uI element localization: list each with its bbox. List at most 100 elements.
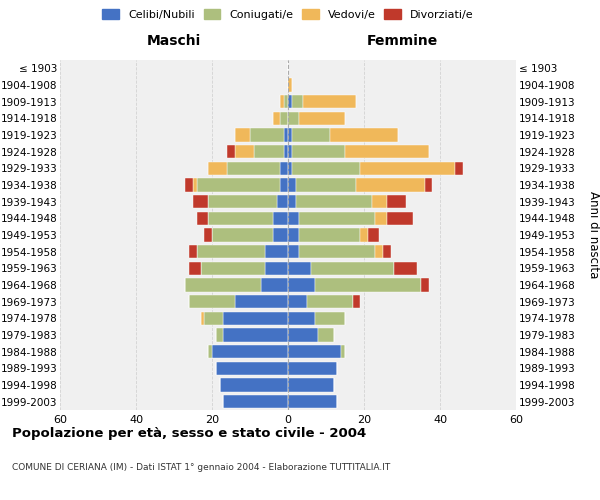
Bar [288, 95, 292, 108]
Bar [288, 212, 299, 225]
Bar [205, 312, 223, 325]
Bar [223, 328, 288, 342]
Bar [235, 128, 250, 141]
Bar [273, 228, 288, 241]
Bar [189, 295, 235, 308]
Bar [319, 328, 334, 342]
Bar [360, 162, 455, 175]
Bar [185, 178, 193, 192]
Bar [288, 378, 334, 392]
Bar [356, 178, 425, 192]
Bar [314, 312, 345, 325]
Bar [265, 262, 288, 275]
Bar [288, 162, 292, 175]
Bar [376, 212, 387, 225]
Bar [376, 245, 383, 258]
Bar [273, 212, 288, 225]
Bar [220, 378, 288, 392]
Bar [292, 128, 330, 141]
Text: Popolazione per età, sesso e stato civile - 2004: Popolazione per età, sesso e stato civil… [12, 428, 366, 440]
Bar [277, 195, 288, 208]
Bar [216, 328, 223, 342]
Bar [296, 195, 371, 208]
Bar [425, 178, 433, 192]
Bar [280, 162, 288, 175]
Text: Maschi: Maschi [147, 34, 201, 48]
Bar [288, 362, 337, 375]
Bar [288, 128, 292, 141]
Bar [296, 178, 356, 192]
Bar [288, 245, 299, 258]
Text: COMUNE DI CERIANA (IM) - Dati ISTAT 1° gennaio 2004 - Elaborazione TUTTITALIA.IT: COMUNE DI CERIANA (IM) - Dati ISTAT 1° g… [12, 462, 390, 471]
Legend: Celibi/Nubili, Coniugati/e, Vedovi/e, Divorziati/e: Celibi/Nubili, Coniugati/e, Vedovi/e, Di… [99, 6, 477, 23]
Bar [208, 162, 227, 175]
Bar [227, 145, 235, 158]
Bar [292, 145, 345, 158]
Bar [193, 178, 197, 192]
Bar [273, 112, 280, 125]
Bar [288, 328, 319, 342]
Bar [280, 112, 288, 125]
Bar [299, 228, 360, 241]
Bar [314, 278, 421, 291]
Bar [288, 195, 296, 208]
Bar [387, 212, 413, 225]
Bar [235, 145, 254, 158]
Bar [394, 262, 417, 275]
Bar [292, 95, 303, 108]
Bar [208, 345, 212, 358]
Bar [353, 295, 360, 308]
Bar [200, 312, 205, 325]
Bar [341, 345, 345, 358]
Bar [288, 112, 299, 125]
Bar [197, 212, 208, 225]
Bar [299, 212, 376, 225]
Bar [208, 195, 277, 208]
Bar [189, 262, 200, 275]
Bar [330, 128, 398, 141]
Bar [288, 228, 299, 241]
Bar [421, 278, 428, 291]
Text: Femmine: Femmine [367, 34, 437, 48]
Bar [205, 228, 212, 241]
Bar [223, 395, 288, 408]
Bar [288, 312, 314, 325]
Bar [200, 262, 265, 275]
Bar [185, 278, 262, 291]
Bar [284, 128, 288, 141]
Bar [288, 395, 337, 408]
Bar [288, 262, 311, 275]
Bar [360, 228, 368, 241]
Bar [212, 228, 273, 241]
Bar [303, 95, 356, 108]
Bar [455, 162, 463, 175]
Bar [288, 295, 307, 308]
Bar [235, 295, 288, 308]
Bar [292, 162, 360, 175]
Bar [284, 95, 288, 108]
Bar [262, 278, 288, 291]
Bar [197, 245, 265, 258]
Y-axis label: Anni di nascita: Anni di nascita [587, 192, 599, 278]
Bar [227, 162, 280, 175]
Bar [299, 245, 376, 258]
Bar [371, 195, 387, 208]
Bar [288, 78, 292, 92]
Bar [280, 95, 284, 108]
Bar [193, 195, 208, 208]
Bar [265, 245, 288, 258]
Bar [311, 262, 394, 275]
Bar [223, 312, 288, 325]
Bar [288, 145, 292, 158]
Bar [280, 178, 288, 192]
Bar [299, 112, 345, 125]
Bar [284, 145, 288, 158]
Bar [250, 128, 284, 141]
Bar [216, 362, 288, 375]
Bar [307, 295, 353, 308]
Bar [254, 145, 284, 158]
Bar [387, 195, 406, 208]
Bar [288, 178, 296, 192]
Bar [288, 278, 314, 291]
Bar [368, 228, 379, 241]
